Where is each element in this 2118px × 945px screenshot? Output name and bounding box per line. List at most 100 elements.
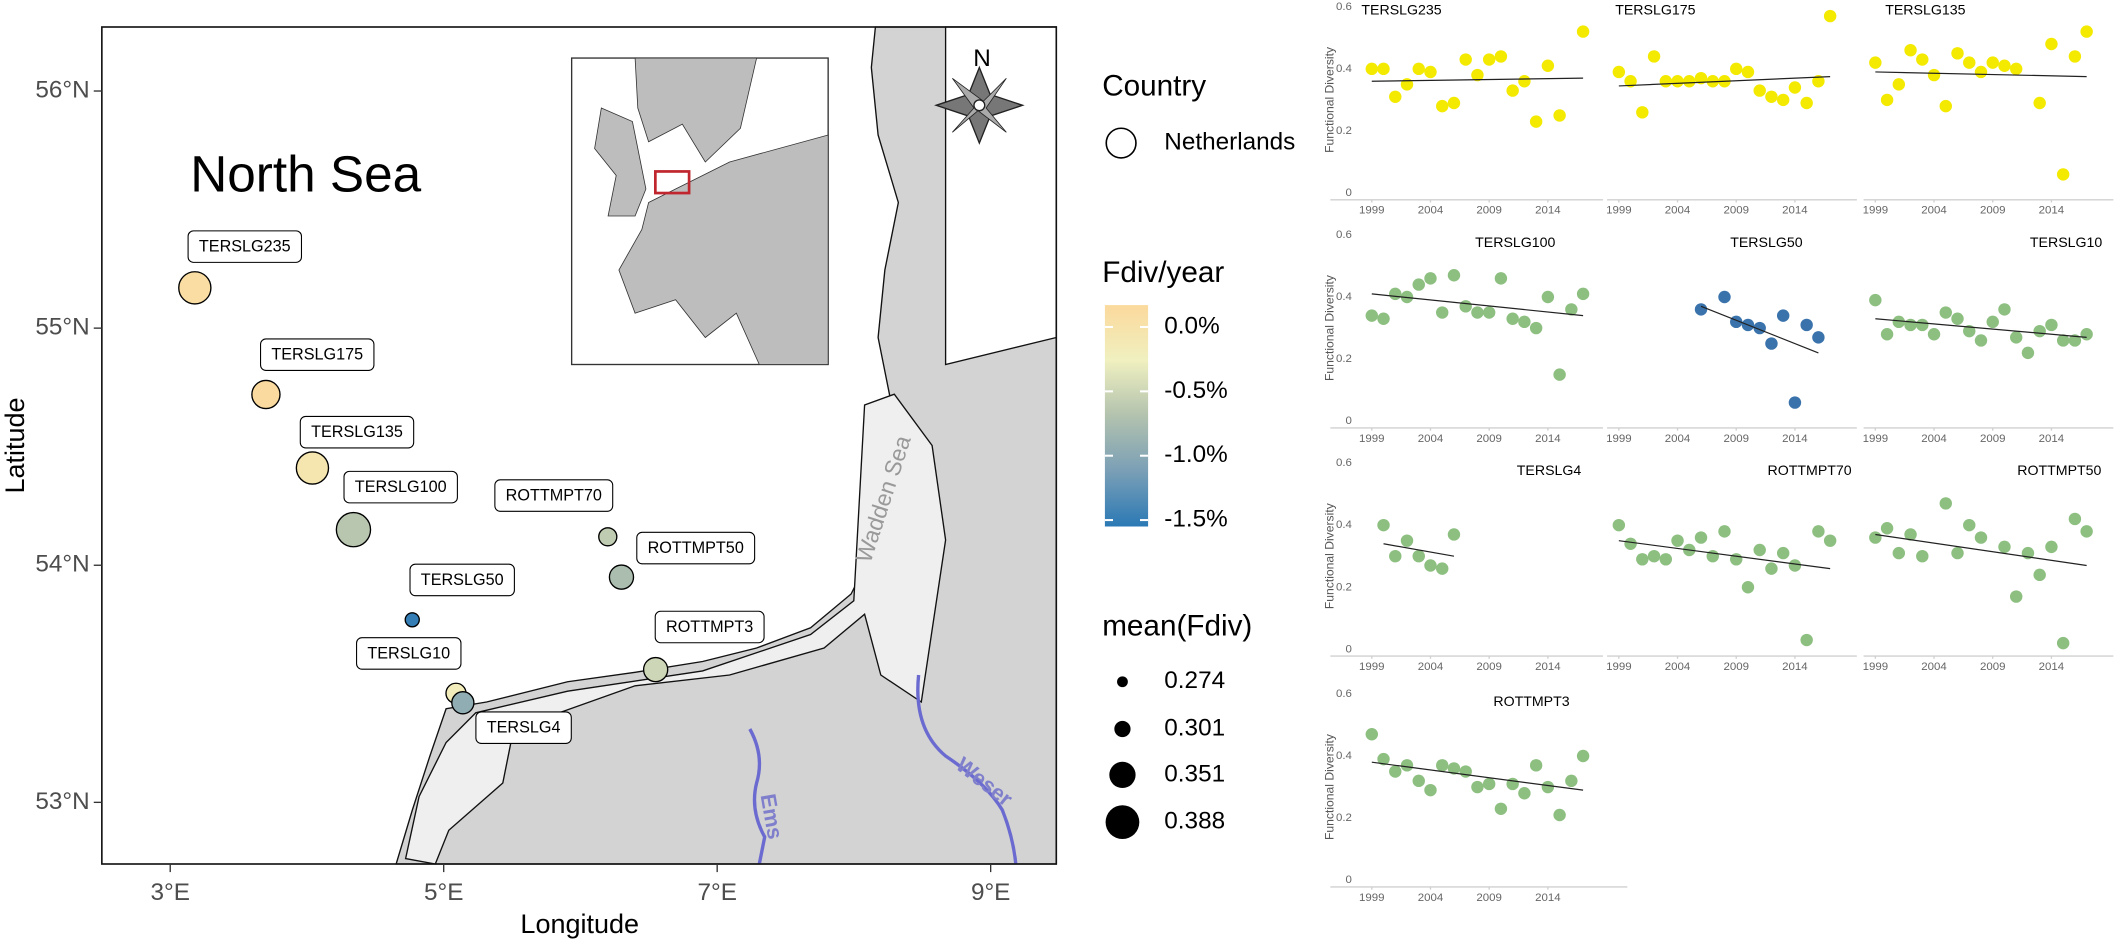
data-point [1482,306,1496,319]
map-title: North Sea [190,146,421,203]
y-tick-label: 53°N [35,788,89,815]
data-point [1400,78,1414,91]
data-point [2033,568,2046,582]
inset-land [594,107,647,217]
data-point [1741,581,1755,594]
site-label-text: ROTTMPT50 [648,539,744,557]
data-point [1800,96,1813,110]
x-tick-labels: 1999 2004 2009 2014 [1359,427,1561,445]
data-point [1494,272,1508,285]
site-label-box [636,531,756,565]
y-tick-label: 55°N [35,314,89,341]
data-point [1706,549,1719,563]
x-tick-label: 1999 [1359,892,1385,904]
panel-title: ROTTMPT70 [1768,463,1852,479]
x-axis-title: Longitude [520,909,639,939]
x-tick-label: 2004 [1418,892,1444,904]
data-point [1904,318,1917,332]
site-label: TERSLG100 [343,470,458,504]
site-label-text: TERSLG100 [355,478,447,496]
site-marker [451,691,475,715]
x-tick-label: 2004 [1418,205,1444,217]
inset-highlight [654,170,691,195]
size-legend-symbol [1117,676,1128,688]
data-point [1424,559,1437,572]
y-tick-label: 0.4 [1336,63,1353,75]
data-point [1529,321,1543,335]
data-point [1776,309,1790,322]
y-axis-title: Latitude [0,397,30,493]
size-legend-label: 0.301 [1164,714,1225,741]
legend-title: Fdiv/year [1102,256,1224,289]
panel-title: ROTTMPT50 [2017,463,2101,479]
data-point [2033,324,2046,338]
y-tick-label: 54°N [35,551,89,578]
data-point [1892,546,1906,560]
data-point [1927,328,1941,341]
y-tick-label: 0.2 [1336,125,1352,137]
x-tick-label: 2009 [1980,433,2006,445]
data-point [1998,59,2011,72]
y-tick-label: 56°N [35,76,89,103]
data-point [1412,278,1425,291]
data-point [1377,518,1390,532]
trend-line [1371,77,1584,82]
data-point [1776,93,1790,107]
data-point [1365,62,1378,76]
site-label-box [187,230,303,263]
north-label: N [973,45,991,72]
data-point [1659,75,1673,88]
x-tick-label: 2014 [1782,433,1808,445]
facet-panel: 1999 2004 2009 2014 ROTTMPT50 [1863,463,2114,673]
y-tick-label: 0 [1346,415,1352,427]
x-tick-label: 2009 [1476,892,1502,904]
site-label-text: TERSLG50 [421,571,504,589]
data-point [1916,318,1929,332]
size-legend-label: 0.388 [1164,808,1225,835]
data-point [1576,749,1590,763]
x-tick-labels: 1999 2004 2009 2014 [1607,199,1808,217]
site-marker [598,527,618,547]
y-tick-label: 0.6 [1336,229,1352,241]
data-point [1986,56,1999,69]
site-label: ROTTMPT50 [636,531,756,565]
x-tick-label: 2009 [1980,205,2006,217]
size-legend-symbol [1114,720,1131,738]
data-point [1624,537,1637,550]
data-point [1694,303,1708,316]
site-label-text: TERSLG10 [367,644,450,662]
x-tick-label: 1999 [1359,205,1385,217]
x-tick-label: 2014 [2039,205,2065,217]
x-tick-label: 2014 [1782,661,1808,673]
data-point [1576,287,1590,301]
data-point [1412,62,1425,76]
data-point [1951,47,1964,60]
facet-panel: 1999 2004 2009 2014 0 0.2 0.4 0.6 Functional Div… [1323,457,1604,673]
data-point [1718,290,1731,304]
site-label-text: TERSLG235 [199,238,291,256]
data-point [1482,777,1496,791]
site-label-box [299,415,415,449]
x-tick-label: 1999 [1606,433,1632,445]
data-point [1939,497,1952,510]
trend-line [1875,318,2087,338]
y-axis-title: Functional Diversity [1323,733,1337,840]
site-label-box [654,610,765,644]
facet-panel: 1999 2004 2009 2014 0 0.2 0.4 0.6 Functional Div… [1323,688,1628,904]
panel-title: TERSLG50 [1730,235,1803,251]
data-point [1518,787,1531,800]
data-point [1880,93,1894,107]
data-point [1927,68,1941,82]
data-point [1951,546,1964,560]
site-marker [295,451,330,485]
x-tick-label: 2014 [1782,205,1808,217]
facet-panel: 1999 2004 2009 2014 TERSLG175 [1607,3,1857,217]
site-label: ROTTMPT3 [654,610,765,644]
data-point [1869,293,1882,307]
data-point [1541,59,1555,72]
y-axis-title: Functional Diversity [1323,274,1337,381]
data-point [1880,328,1894,341]
data-point [1788,559,1802,572]
data-point [1753,84,1766,97]
data-point [1412,774,1425,788]
